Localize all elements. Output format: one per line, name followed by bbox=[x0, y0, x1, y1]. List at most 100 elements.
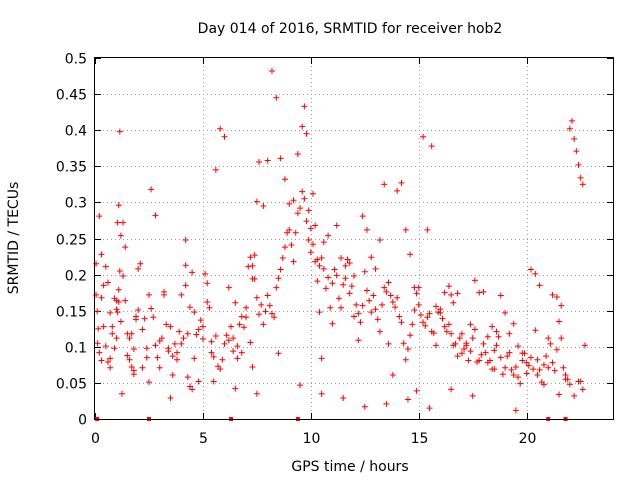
data-point bbox=[433, 342, 440, 349]
data-point bbox=[148, 305, 155, 312]
data-point bbox=[368, 309, 375, 316]
data-point bbox=[234, 355, 241, 362]
data-point bbox=[95, 325, 102, 332]
data-point bbox=[277, 266, 284, 273]
data-point bbox=[325, 274, 332, 281]
x-axis-label: GPS time / hours bbox=[291, 459, 408, 475]
data-point bbox=[290, 197, 297, 204]
data-point bbox=[342, 275, 349, 282]
data-point bbox=[253, 294, 260, 301]
data-point bbox=[202, 270, 209, 277]
data-point bbox=[96, 349, 103, 356]
data-point bbox=[279, 254, 286, 261]
data-point bbox=[502, 364, 509, 371]
data-point bbox=[400, 340, 407, 347]
data-point bbox=[247, 254, 254, 261]
data-point bbox=[480, 340, 487, 347]
data-point bbox=[120, 273, 127, 280]
data-point bbox=[249, 275, 256, 282]
data-point bbox=[491, 347, 498, 354]
data-point bbox=[303, 130, 310, 137]
data-point bbox=[445, 321, 452, 328]
data-point bbox=[189, 386, 196, 393]
data-point bbox=[217, 125, 224, 132]
data-point bbox=[297, 382, 304, 389]
data-point bbox=[381, 181, 388, 188]
data-point bbox=[556, 391, 563, 398]
data-point bbox=[143, 354, 150, 361]
data-point bbox=[320, 239, 327, 246]
data-point bbox=[497, 292, 504, 299]
data-point bbox=[549, 291, 556, 298]
data-point bbox=[115, 299, 122, 306]
data-point bbox=[415, 301, 422, 308]
data-point bbox=[104, 279, 111, 286]
data-point bbox=[543, 353, 550, 360]
data-point bbox=[407, 251, 414, 258]
data-point bbox=[573, 148, 580, 155]
data-point bbox=[316, 309, 323, 316]
y-tick-label: 0.25 bbox=[56, 233, 87, 249]
y-tick-label: 0.05 bbox=[56, 377, 87, 393]
data-point bbox=[351, 313, 357, 320]
data-point bbox=[448, 330, 455, 337]
data-point bbox=[581, 342, 588, 349]
data-point bbox=[571, 392, 578, 399]
data-point bbox=[117, 232, 124, 239]
data-point bbox=[407, 332, 414, 339]
data-point bbox=[551, 367, 558, 374]
data-point bbox=[130, 345, 137, 352]
data-point bbox=[320, 265, 327, 272]
data-point bbox=[193, 331, 200, 338]
data-point bbox=[217, 366, 224, 373]
data-point bbox=[178, 340, 185, 347]
data-point bbox=[415, 284, 422, 291]
x-tick-label: 10 bbox=[303, 431, 321, 447]
data-point bbox=[191, 309, 198, 316]
data-point bbox=[114, 309, 121, 316]
data-point bbox=[225, 284, 232, 291]
data-point bbox=[199, 335, 206, 342]
data-point bbox=[234, 343, 241, 350]
data-point bbox=[286, 200, 293, 207]
data-point bbox=[495, 333, 502, 340]
data-point bbox=[566, 125, 573, 132]
data-point bbox=[342, 262, 349, 269]
data-point bbox=[111, 295, 118, 302]
data-point bbox=[128, 330, 135, 337]
data-point bbox=[122, 244, 129, 251]
data-point bbox=[303, 218, 310, 225]
data-point bbox=[154, 354, 161, 361]
data-point bbox=[372, 306, 379, 313]
data-point bbox=[355, 337, 362, 344]
data-point bbox=[441, 323, 448, 330]
data-point bbox=[402, 226, 409, 233]
data-point bbox=[281, 244, 288, 251]
data-point bbox=[180, 335, 187, 342]
data-point bbox=[361, 268, 368, 275]
y-tick-label: 0.3 bbox=[65, 196, 87, 212]
data-point bbox=[515, 374, 522, 381]
data-point bbox=[512, 364, 519, 371]
data-point bbox=[243, 304, 250, 311]
data-point bbox=[545, 335, 552, 342]
data-point bbox=[148, 186, 155, 193]
data-point bbox=[387, 292, 394, 299]
data-point bbox=[577, 378, 584, 385]
y-tick-label: 0.35 bbox=[56, 160, 87, 176]
data-point bbox=[204, 299, 211, 306]
data-point bbox=[420, 133, 427, 140]
data-point bbox=[186, 304, 193, 311]
data-point bbox=[271, 314, 278, 321]
x-tick-labels: 0 5 10 15 20 bbox=[91, 431, 536, 447]
data-point bbox=[478, 351, 485, 358]
data-point bbox=[329, 280, 336, 287]
data-point bbox=[223, 332, 230, 339]
data-point bbox=[301, 195, 308, 202]
data-point bbox=[318, 254, 325, 261]
data-point bbox=[456, 335, 463, 342]
data-point bbox=[346, 260, 353, 267]
data-point bbox=[359, 213, 366, 220]
data-point bbox=[467, 348, 474, 355]
data-point bbox=[355, 310, 362, 317]
